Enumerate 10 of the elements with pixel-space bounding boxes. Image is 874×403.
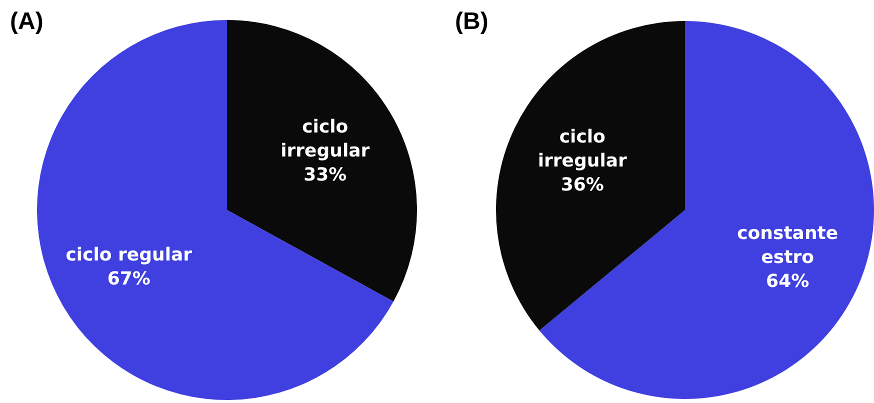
- data-label: 64%: [766, 270, 810, 292]
- slice-label: ciclo irregular: [538, 126, 628, 172]
- slice-label: constante estro: [737, 222, 838, 268]
- data-label: 33%: [304, 164, 347, 186]
- chart-title: (B): [455, 8, 488, 36]
- data-label: 36%: [560, 174, 604, 196]
- slice-label: ciclo irregular: [280, 116, 370, 162]
- chart-title: (A): [10, 8, 44, 36]
- slice-label: ciclo regular: [66, 244, 192, 266]
- data-label: 67%: [107, 268, 150, 290]
